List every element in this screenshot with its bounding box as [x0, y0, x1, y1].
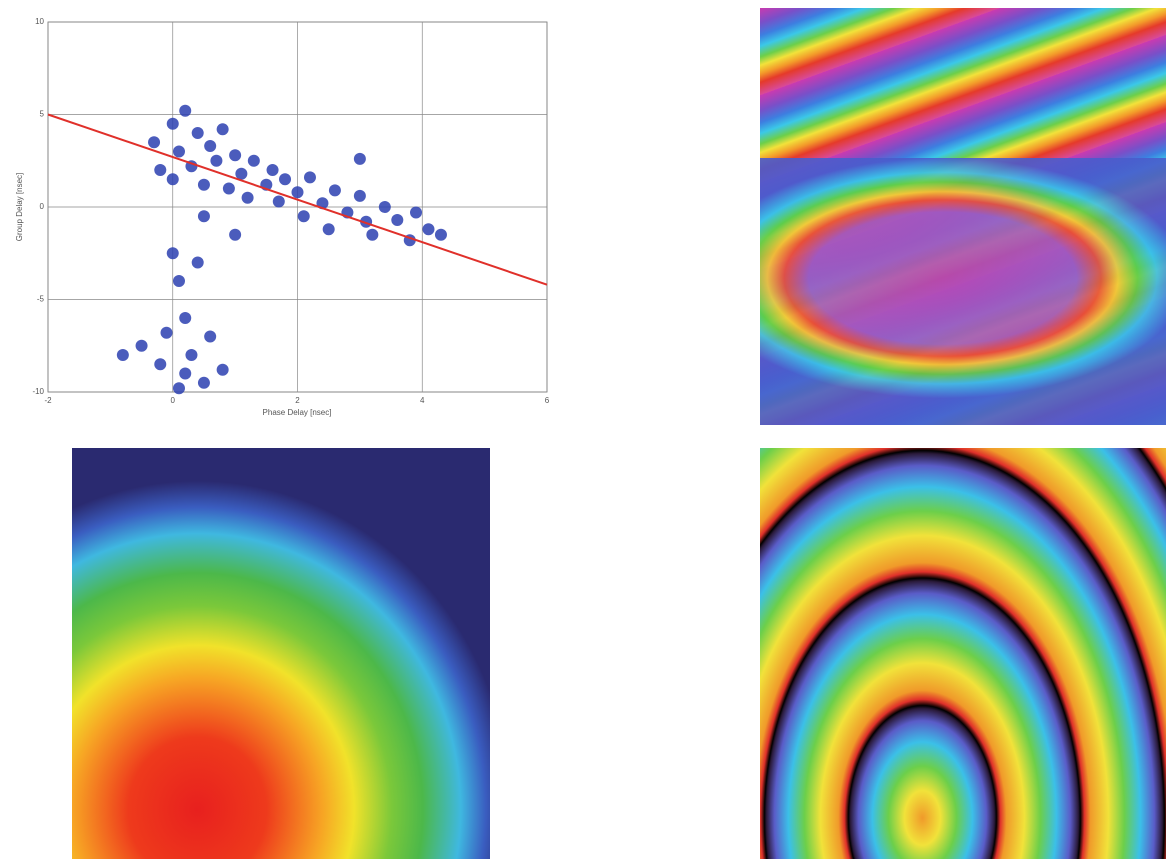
fringe-image [760, 448, 1166, 859]
scatter-point [167, 247, 179, 259]
scatter-point [223, 183, 235, 195]
scatter-point [192, 257, 204, 269]
scatter-point [366, 229, 378, 241]
scatter-point [198, 179, 210, 191]
page: Phase Delay [nsec] Group Delay [nsec] -1… [0, 0, 1166, 859]
y-axis-label: Group Delay [nsec] [15, 173, 24, 241]
scatter-point [354, 190, 366, 202]
x-tick-label: 2 [295, 396, 300, 405]
scatter-point [422, 223, 434, 235]
scatter-point [204, 331, 216, 343]
scatter-point [173, 275, 185, 287]
scatter-point [435, 229, 447, 241]
scatter-point [173, 146, 185, 158]
scatter-chart: Phase Delay [nsec] Group Delay [nsec] -1… [0, 0, 560, 430]
scatter-point [154, 164, 166, 176]
scatter-point [267, 164, 279, 176]
scatter-point [173, 382, 185, 394]
scatter-point [292, 186, 304, 198]
scatter-point [198, 377, 210, 389]
scatter-point [167, 118, 179, 130]
scatter-point [204, 140, 216, 152]
y-tick-label: 10 [35, 17, 44, 26]
scatter-point [179, 312, 191, 324]
x-tick-label: 0 [171, 396, 176, 405]
x-tick-label: 4 [420, 396, 425, 405]
interferogram-image [760, 8, 1166, 425]
scatter-point [136, 340, 148, 352]
scatter-point [154, 358, 166, 370]
scatter-point [298, 210, 310, 222]
y-tick-label: 0 [40, 202, 45, 211]
scatter-point [179, 105, 191, 117]
scatter-point [210, 155, 222, 167]
scatter-point [229, 229, 241, 241]
scatter-point [379, 201, 391, 213]
scatter-point [235, 168, 247, 180]
scatter-point [161, 327, 173, 339]
scatter-point [248, 155, 260, 167]
y-tick-label: -5 [37, 295, 45, 304]
scatter-point [391, 214, 403, 226]
scatter-point [217, 364, 229, 376]
scatter-point [167, 173, 179, 185]
scatter-point [304, 171, 316, 183]
scatter-point [192, 127, 204, 139]
x-tick-label: 6 [545, 396, 550, 405]
scatter-point [179, 368, 191, 380]
scatter-point [229, 149, 241, 161]
scatter-point [410, 207, 422, 219]
scatter-point [242, 192, 254, 204]
scatter-point [217, 123, 229, 135]
y-tick-label: 5 [40, 110, 45, 119]
scatter-point [323, 223, 335, 235]
scatter-point [329, 184, 341, 196]
scatter-point [354, 153, 366, 165]
heatmap-image [72, 448, 490, 859]
scatter-point [117, 349, 129, 361]
scatter-point [148, 136, 160, 148]
scatter-point [198, 210, 210, 222]
y-tick-label: -10 [32, 387, 44, 396]
scatter-point [185, 349, 197, 361]
scatter-point [279, 173, 291, 185]
scatter-point [273, 195, 285, 207]
x-axis-label: Phase Delay [nsec] [263, 408, 332, 417]
x-tick-label: -2 [44, 396, 52, 405]
